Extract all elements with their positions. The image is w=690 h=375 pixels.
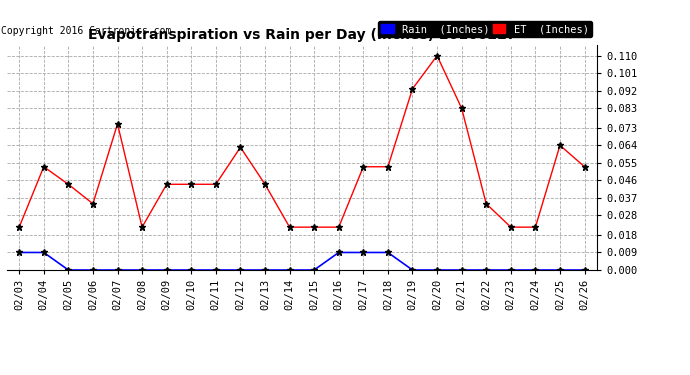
Text: Copyright 2016 Cartronics.com: Copyright 2016 Cartronics.com (1, 26, 171, 36)
Title: Evapotranspiration vs Rain per Day (Inches) 20160227: Evapotranspiration vs Rain per Day (Inch… (88, 28, 516, 42)
Legend: Rain  (Inches), ET  (Inches): Rain (Inches), ET (Inches) (378, 21, 591, 37)
